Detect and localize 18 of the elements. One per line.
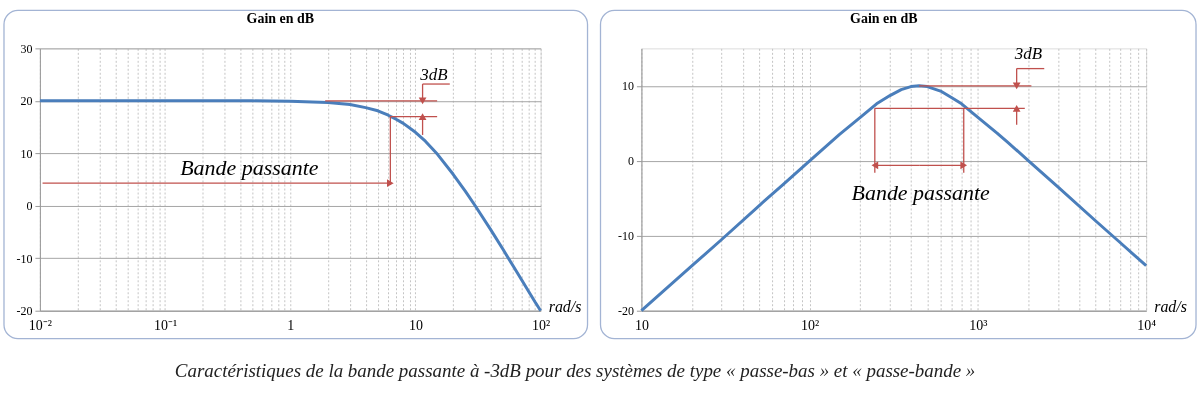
text: Caractéristiques de la bande passante à -3dB pour des systèmes de type « passe-bas » et « passe-bande » xyxy=(174,359,976,381)
annotation: Bande passante xyxy=(851,179,991,205)
y-tick-label: -10 xyxy=(16,251,33,266)
y-tick-label: 30 xyxy=(20,41,33,56)
y-tick-label: 10 xyxy=(20,146,33,161)
y-tick-label: 20 xyxy=(20,94,33,109)
x-axis-title: rad/s xyxy=(1154,298,1187,316)
y-tick-label: 0 xyxy=(627,154,634,169)
y-tick-label: 10 xyxy=(621,79,634,94)
annotation: 3dB xyxy=(1013,44,1043,64)
y-tick-label: -20 xyxy=(16,304,33,319)
x-tick-label: 10 xyxy=(634,318,649,334)
x-tick-label: 10³ xyxy=(969,318,988,334)
y-tick-label: -10 xyxy=(617,229,634,244)
x-tick-label: 10⁴ xyxy=(1137,318,1157,334)
y-tick-label: -20 xyxy=(617,304,634,319)
x-tick-label: 10² xyxy=(801,318,820,334)
chart-title: Gain en dB xyxy=(850,10,918,26)
